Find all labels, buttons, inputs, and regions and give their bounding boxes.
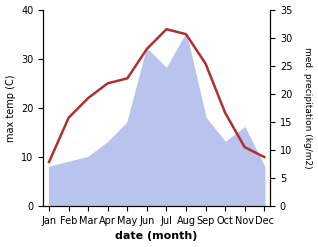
X-axis label: date (month): date (month) xyxy=(115,231,198,242)
Y-axis label: med. precipitation (kg/m2): med. precipitation (kg/m2) xyxy=(303,47,313,169)
Y-axis label: max temp (C): max temp (C) xyxy=(5,74,16,142)
